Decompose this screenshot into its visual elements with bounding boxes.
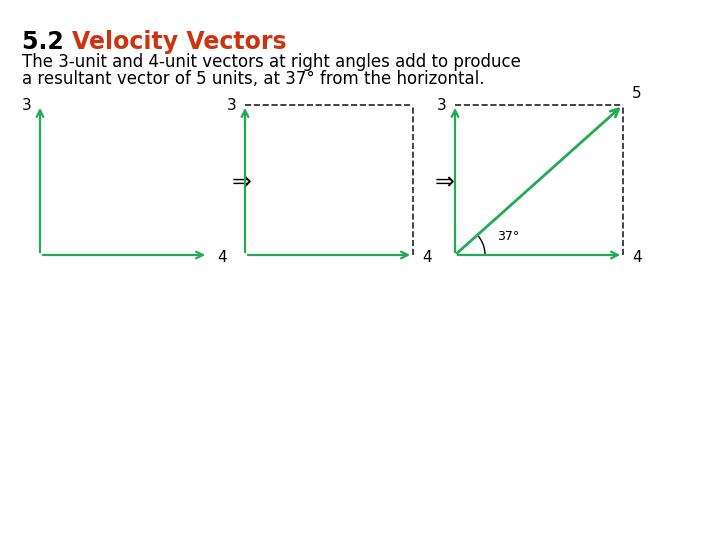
Text: Velocity Vectors: Velocity Vectors xyxy=(72,30,287,54)
Text: 37°: 37° xyxy=(498,230,520,243)
Text: $\Rightarrow$: $\Rightarrow$ xyxy=(431,168,456,192)
Text: The 3-unit and 4-unit vectors at right angles add to produce: The 3-unit and 4-unit vectors at right a… xyxy=(22,53,521,71)
Text: a resultant vector of 5 units, at 37° from the horizontal.: a resultant vector of 5 units, at 37° fr… xyxy=(22,70,485,88)
Text: 3: 3 xyxy=(437,98,447,112)
Text: 5.2: 5.2 xyxy=(22,30,72,54)
Text: 4: 4 xyxy=(217,249,227,265)
Text: 3: 3 xyxy=(22,98,32,112)
Text: 5: 5 xyxy=(632,86,642,101)
Text: 4: 4 xyxy=(632,249,642,265)
Text: $\Rightarrow$: $\Rightarrow$ xyxy=(228,168,253,192)
Text: 3: 3 xyxy=(227,98,237,112)
Text: 4: 4 xyxy=(422,249,432,265)
